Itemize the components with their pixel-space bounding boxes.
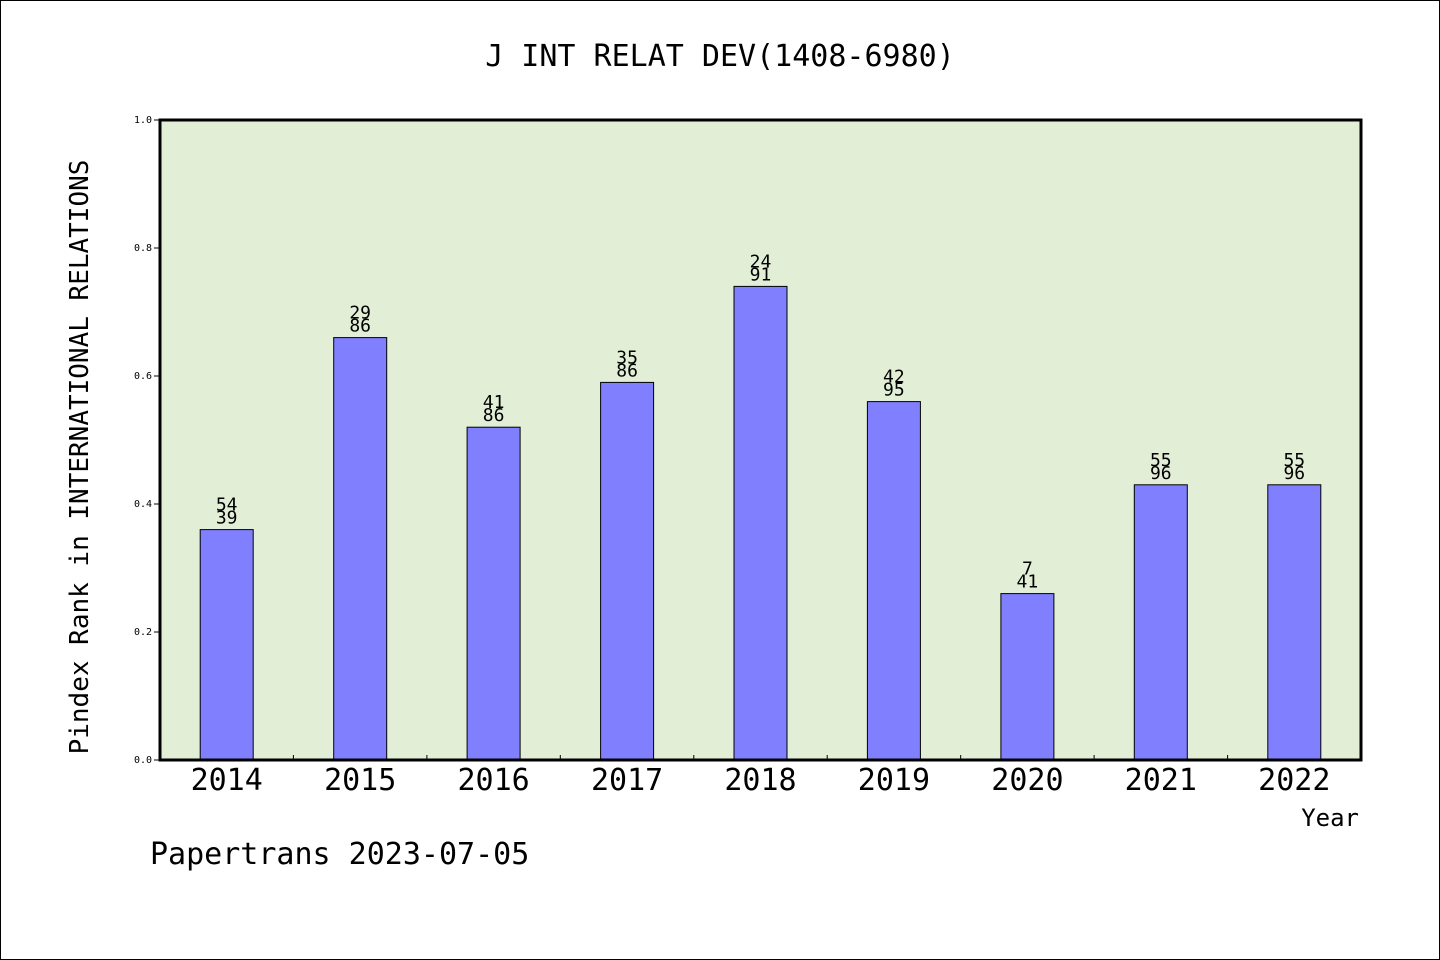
bar-2020 (1000, 593, 1055, 761)
bar-total-label-2020: 41 (1017, 572, 1039, 593)
bar-rank-label-2016: 41 (483, 392, 505, 413)
bar-rank-label-2019: 42 (883, 367, 905, 388)
x-axis-label: Year (1301, 804, 1359, 832)
x-tick-label-2020: 2020 (991, 763, 1063, 798)
footer-credit: Papertrans 2023-07-05 (150, 837, 529, 872)
y-tick-label-0.6: 0.6 (134, 371, 152, 382)
bar-2019 (866, 401, 921, 761)
chart-title: J INT RELAT DEV(1408-6980) (485, 39, 955, 74)
bar-total-label-2016: 86 (483, 405, 505, 426)
bar-total-label-2014: 39 (216, 508, 238, 529)
bar-total-label-2017: 86 (616, 360, 638, 381)
x-axis: 2014 2015 2016 2017 2018 2019 2020 2021 2022 (191, 755, 1330, 798)
y-tick-label-0.2: 0.2 (134, 627, 152, 638)
bar-rank-label-2017: 35 (616, 347, 638, 368)
bars (199, 285, 1322, 761)
bar-2021 (1133, 484, 1188, 761)
bar-rank-label-2018: 24 (750, 251, 772, 272)
x-tick-label-2017: 2017 (591, 763, 663, 798)
bar-rank-label-2022: 55 (1283, 450, 1305, 471)
x-tick-label-2019: 2019 (858, 763, 930, 798)
y-tick-label-0.0: 0.0 (134, 755, 152, 766)
x-tick-label-2018: 2018 (724, 763, 796, 798)
plot-border (158, 118, 1363, 762)
y-tick-label-1.0: 1.0 (134, 115, 152, 126)
bar-rank-label-2020: 7 (1022, 559, 1033, 580)
bar-total-label-2018: 91 (750, 264, 772, 285)
bar-total-label-2015: 86 (349, 316, 371, 337)
bar-total-label-2019: 95 (883, 380, 905, 401)
y-tick-label-0.8: 0.8 (134, 243, 152, 254)
bar-2015 (333, 337, 388, 761)
x-tick-label-2016: 2016 (457, 763, 529, 798)
x-tick-label-2015: 2015 (324, 763, 396, 798)
x-tick-label-2022: 2022 (1258, 763, 1330, 798)
bar-rank-label-2014: 54 (216, 495, 238, 516)
x-tick-label-2021: 2021 (1125, 763, 1197, 798)
bar-2018 (733, 285, 788, 761)
bar-2014 (199, 529, 254, 761)
x-tick-label-2014: 2014 (191, 763, 263, 798)
bar-2017 (600, 381, 655, 761)
y-tick-label-0.4: 0.4 (134, 499, 152, 510)
bar-total-label-2022: 96 (1283, 463, 1305, 484)
y-axis: 0.0 0.2 0.4 0.6 0.8 1.0 (134, 115, 160, 766)
bar-2022 (1267, 484, 1322, 761)
bar-rank-label-2021: 55 (1150, 450, 1172, 471)
y-axis-label: Pindex Rank in INTERNATIONAL RELATIONS (65, 160, 95, 755)
bar-2016 (466, 426, 521, 761)
bar-total-label-2021: 96 (1150, 463, 1172, 484)
bar-rank-label-2015: 29 (349, 303, 371, 324)
